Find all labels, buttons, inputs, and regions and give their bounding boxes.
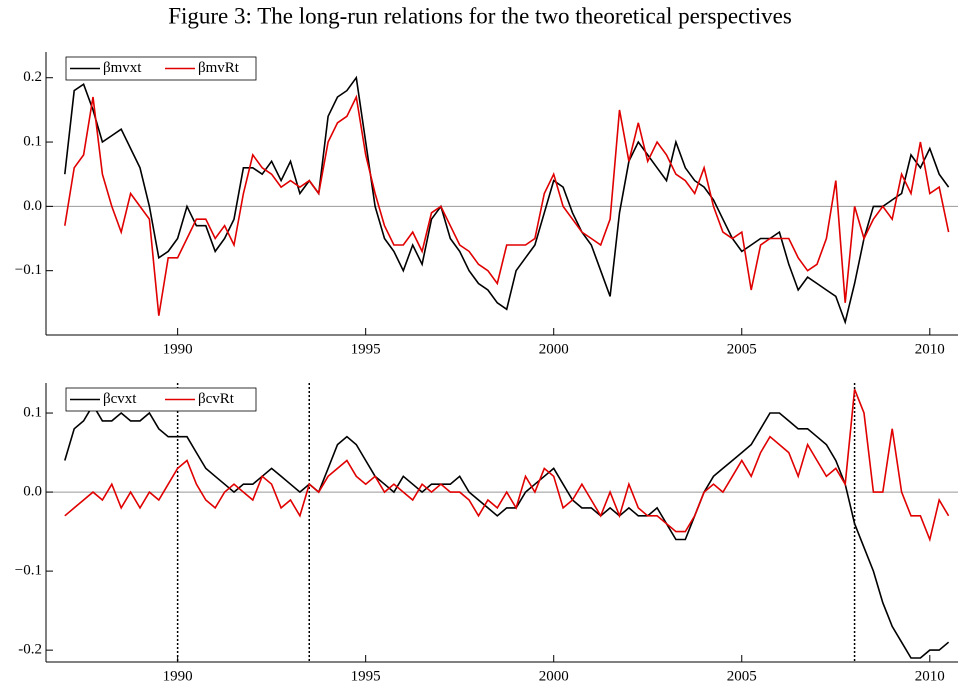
y-tick-label: 0.0 [23,198,42,214]
legend-label: βcvxt [103,391,137,407]
legend-label: βmvRt [198,60,240,76]
x-tick-label: 2010 [915,341,945,357]
x-tick-label: 1995 [351,668,381,684]
legend-label: βmvxt [103,60,142,76]
x-tick-label: 1995 [351,341,381,357]
y-tick-label: −0.1 [15,563,42,579]
x-tick-label: 2010 [915,668,945,684]
series-line [64,94,950,316]
x-tick-label: 2000 [539,668,569,684]
y-tick-label: 0.1 [23,133,42,149]
legend-box [65,56,257,81]
series-line [64,389,950,543]
y-tick-label: 0.2 [23,69,42,85]
y-tick-label: −0.1 [15,262,42,278]
x-tick-label: 2005 [727,668,757,684]
x-tick-label: 2005 [727,341,757,357]
legend-box [65,387,257,412]
x-tick-label: 2000 [539,341,569,357]
figure-title: Figure 3: The long-run relations for the… [168,3,792,28]
x-tick-label: 1990 [163,341,193,357]
x-tick-label: 1990 [163,668,193,684]
series-line [64,75,950,325]
legend-label: βcvRt [198,391,235,407]
y-tick-label: 0.1 [23,404,42,420]
series-line [64,403,950,659]
y-tick-label: 0.0 [23,484,42,500]
y-tick-label: -0.2 [18,642,42,658]
